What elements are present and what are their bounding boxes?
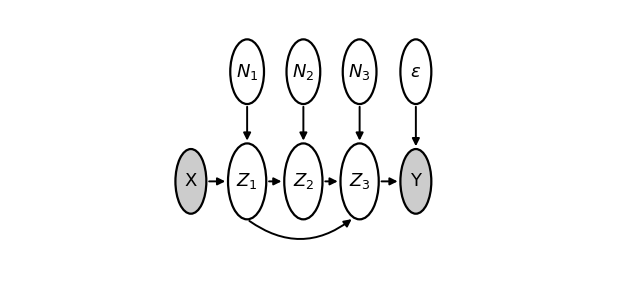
Ellipse shape [341, 143, 379, 219]
Ellipse shape [400, 149, 431, 214]
Text: $Z_2$: $Z_2$ [293, 171, 314, 191]
Text: $N_1$: $N_1$ [236, 62, 258, 82]
Text: $Z_1$: $Z_1$ [236, 171, 258, 191]
Ellipse shape [343, 39, 376, 104]
Ellipse shape [228, 143, 266, 219]
Ellipse shape [176, 149, 206, 214]
Text: $Z_3$: $Z_3$ [349, 171, 370, 191]
Ellipse shape [287, 39, 320, 104]
Text: $N_2$: $N_2$ [292, 62, 315, 82]
Ellipse shape [231, 39, 264, 104]
Ellipse shape [284, 143, 323, 219]
Text: Y: Y [410, 172, 421, 190]
Text: $\epsilon$: $\epsilon$ [410, 63, 421, 81]
Ellipse shape [400, 39, 431, 104]
Text: X: X [185, 172, 197, 190]
Text: $N_3$: $N_3$ [349, 62, 371, 82]
